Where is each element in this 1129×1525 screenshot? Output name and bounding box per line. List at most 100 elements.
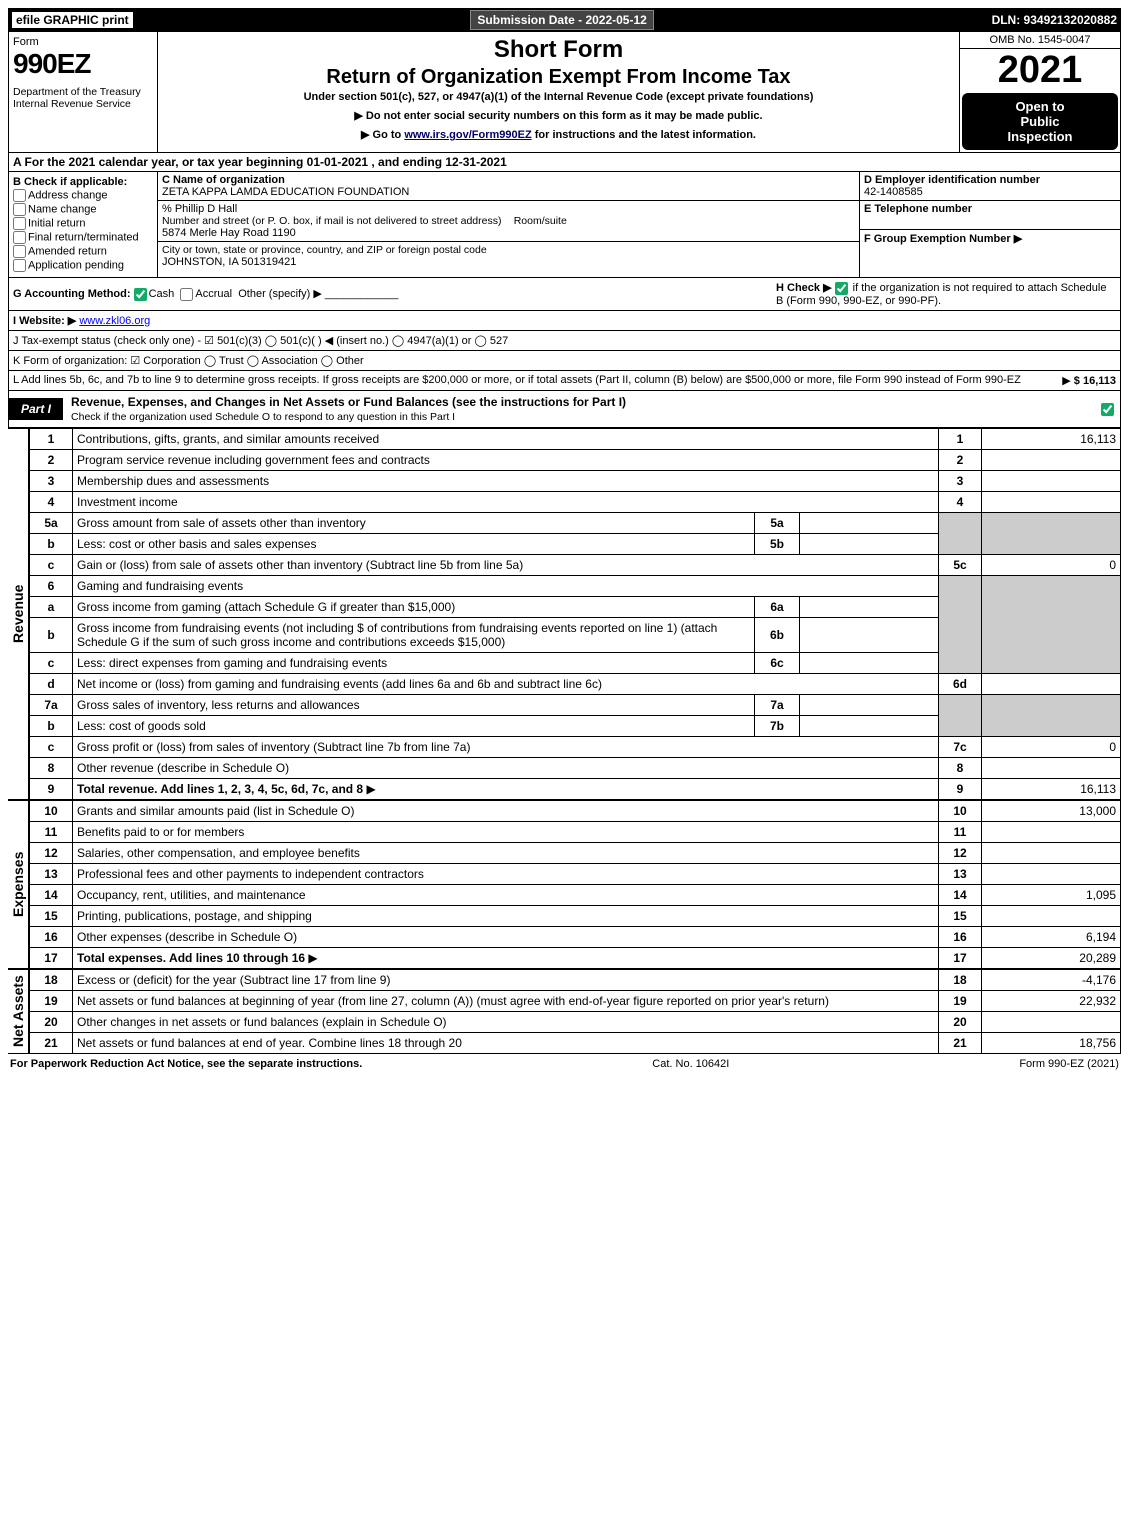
line-12: Salaries, other compensation, and employ…: [77, 846, 360, 860]
amt-12: [982, 842, 1121, 863]
chk-application-pending[interactable]: Application pending: [13, 259, 153, 272]
amt-16: 6,194: [982, 926, 1121, 947]
amt-7a: [800, 694, 939, 715]
inspect-2: Public: [964, 114, 1116, 129]
note-ssn: ▶ Do not enter social security numbers o…: [162, 109, 955, 122]
amt-8: [982, 757, 1121, 778]
section-a: A For the 2021 calendar year, or tax yea…: [8, 153, 1121, 172]
chk-h[interactable]: [835, 282, 848, 295]
netassets-block: Net Assets 18Excess or (deficit) for the…: [8, 969, 1121, 1054]
amt-5b: [800, 533, 939, 554]
header-left: Form 990EZ Department of the Treasury In…: [9, 32, 158, 152]
e-label: E Telephone number: [864, 203, 972, 215]
amt-19: 22,932: [982, 990, 1121, 1011]
line-9: Total revenue. Add lines 1, 2, 3, 4, 5c,…: [77, 782, 363, 796]
tax-year: 2021: [960, 49, 1120, 91]
section-l: L Add lines 5b, 6c, and 7b to line 9 to …: [8, 371, 1121, 391]
amt-2: [982, 449, 1121, 470]
form-header: Form 990EZ Department of the Treasury In…: [8, 32, 1121, 153]
efile-label[interactable]: efile GRAPHIC print: [12, 12, 133, 28]
line-18: Excess or (deficit) for the year (Subtra…: [77, 973, 390, 987]
org-name: ZETA KAPPA LAMDA EDUCATION FOUNDATION: [162, 186, 409, 198]
website-link[interactable]: www.zkl06.org: [79, 315, 150, 327]
chk-cash[interactable]: [134, 288, 147, 301]
netassets-table: 18Excess or (deficit) for the year (Subt…: [29, 969, 1121, 1054]
amt-4: [982, 491, 1121, 512]
line-4: Investment income: [77, 495, 178, 509]
section-b: B Check if applicable: Address change Na…: [9, 172, 158, 277]
line-6b: Gross income from fundraising events (no…: [77, 621, 717, 649]
amt-7b: [800, 715, 939, 736]
amt-21: 18,756: [982, 1032, 1121, 1053]
chk-initial-return[interactable]: Initial return: [13, 217, 153, 230]
amt-6a: [800, 596, 939, 617]
amt-9: 16,113: [982, 778, 1121, 799]
amt-11: [982, 821, 1121, 842]
page-footer: For Paperwork Reduction Act Notice, see …: [8, 1054, 1121, 1074]
street: 5874 Merle Hay Road 1190: [162, 227, 296, 239]
part1-check: Check if the organization used Schedule …: [71, 411, 455, 423]
amt-20: [982, 1011, 1121, 1032]
line-5c: Gain or (loss) from sale of assets other…: [77, 558, 523, 572]
subtitle: Under section 501(c), 527, or 4947(a)(1)…: [162, 91, 955, 103]
part1-checkbox[interactable]: [1097, 397, 1120, 419]
expenses-label: Expenses: [8, 800, 29, 969]
department: Department of the Treasury Internal Reve…: [13, 86, 153, 110]
line-6: Gaming and fundraising events: [77, 579, 243, 593]
line-20: Other changes in net assets or fund bala…: [77, 1015, 447, 1029]
amt-5c: 0: [982, 554, 1121, 575]
amt-6b: [800, 617, 939, 652]
title-return: Return of Organization Exempt From Incom…: [162, 66, 955, 89]
irs-link[interactable]: www.irs.gov/Form990EZ: [404, 129, 531, 141]
chk-final-return[interactable]: Final return/terminated: [13, 231, 153, 244]
i-label: I Website: ▶: [13, 315, 76, 327]
g-other: Other (specify) ▶: [238, 288, 322, 300]
line-11: Benefits paid to or for members: [77, 825, 244, 839]
room-label: Room/suite: [514, 215, 567, 227]
top-bar: efile GRAPHIC print Submission Date - 20…: [8, 8, 1121, 32]
expenses-block: Expenses 10Grants and similar amounts pa…: [8, 800, 1121, 969]
part1-title: Revenue, Expenses, and Changes in Net As…: [63, 391, 1097, 427]
b-title: B Check if applicable:: [13, 176, 153, 188]
f-label: F Group Exemption Number ▶: [864, 233, 1022, 245]
amt-17: 20,289: [982, 947, 1121, 968]
footer-left: For Paperwork Reduction Act Notice, see …: [10, 1058, 362, 1070]
chk-address-change[interactable]: Address change: [13, 189, 153, 202]
line-13: Professional fees and other payments to …: [77, 867, 424, 881]
line-17: Total expenses. Add lines 10 through 16: [77, 951, 305, 965]
dln: DLN: 93492132020882: [992, 13, 1117, 27]
section-def: D Employer identification number 42-1408…: [859, 172, 1120, 277]
title-short-form: Short Form: [162, 36, 955, 64]
inspection-badge: Open to Public Inspection: [962, 93, 1118, 150]
revenue-table: 1Contributions, gifts, grants, and simil…: [29, 428, 1121, 800]
line-2: Program service revenue including govern…: [77, 453, 430, 467]
careof: % Phillip D Hall: [162, 203, 237, 215]
line-5a: Gross amount from sale of assets other t…: [77, 516, 366, 530]
footer-right: Form 990-EZ (2021): [1019, 1058, 1119, 1070]
goto-pre: ▶ Go to: [361, 129, 404, 141]
inspect-3: Inspection: [964, 129, 1116, 144]
amt-10: 13,000: [982, 800, 1121, 821]
chk-name-change[interactable]: Name change: [13, 203, 153, 216]
line-6c: Less: direct expenses from gaming and fu…: [77, 656, 387, 670]
amt-7c: 0: [982, 736, 1121, 757]
amt-15: [982, 905, 1121, 926]
line-10: Grants and similar amounts paid (list in…: [77, 804, 354, 818]
g-label: G Accounting Method:: [13, 288, 131, 300]
chk-accrual[interactable]: [180, 288, 193, 301]
line-8: Other revenue (describe in Schedule O): [77, 761, 289, 775]
l-amount: $ 16,113: [1074, 375, 1116, 387]
amt-5a: [800, 512, 939, 533]
h-label: H Check ▶: [776, 282, 832, 294]
header-right: OMB No. 1545-0047 2021 Open to Public In…: [959, 32, 1120, 152]
section-i: I Website: ▶ www.zkl06.org: [8, 311, 1121, 331]
line-14: Occupancy, rent, utilities, and maintena…: [77, 888, 306, 902]
line-6a: Gross income from gaming (attach Schedul…: [77, 600, 455, 614]
line-7b: Less: cost of goods sold: [77, 719, 206, 733]
chk-amended-return[interactable]: Amended return: [13, 245, 153, 258]
amt-6d: [982, 673, 1121, 694]
line-1: Contributions, gifts, grants, and simila…: [77, 432, 379, 446]
city: JOHNSTON, IA 501319421: [162, 256, 296, 268]
line-3: Membership dues and assessments: [77, 474, 269, 488]
revenue-label: Revenue: [8, 428, 29, 800]
